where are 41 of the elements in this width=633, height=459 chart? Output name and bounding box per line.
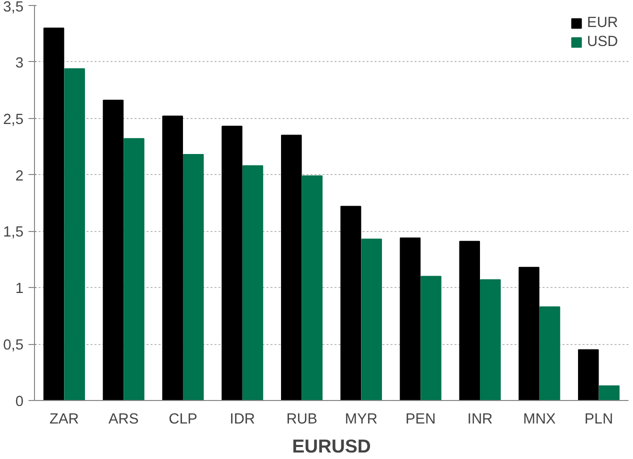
x-tick-label: MNX: [523, 412, 556, 428]
bar: [302, 175, 323, 400]
bar: [420, 276, 442, 400]
bar: [578, 349, 599, 400]
x-tick-label: ARS: [108, 412, 139, 428]
y-tick-label: 1,5: [3, 224, 24, 241]
x-axis-title: EURUSD: [292, 436, 371, 456]
x-tick-label: INR: [467, 412, 493, 428]
y-tick-label: 2,5: [3, 112, 24, 128]
bar: [480, 279, 501, 400]
bar: [281, 134, 302, 400]
bar: [124, 138, 144, 400]
x-tick-label: MYR: [344, 412, 378, 428]
bar: [162, 116, 183, 400]
y-tick-label: 1: [15, 281, 24, 298]
x-tick-label: RUB: [286, 412, 318, 428]
y-tick-label: 3: [15, 55, 24, 72]
x-tick-label: PLN: [584, 412, 614, 428]
bar: [361, 238, 382, 400]
bar: [183, 154, 204, 400]
legend-label: EUR: [587, 15, 618, 31]
y-tick-label: 0,5: [3, 338, 24, 354]
x-tick-label: ZAR: [50, 412, 79, 428]
bar: [43, 28, 64, 400]
bar: [102, 100, 124, 400]
bar: [340, 206, 362, 400]
y-tick-label: 2: [15, 168, 24, 184]
y-tick-label: 0: [15, 394, 24, 410]
bar: [518, 266, 540, 400]
bar: [242, 165, 264, 400]
bar: [459, 240, 480, 400]
bar: [400, 237, 421, 400]
x-tick-label: IDR: [230, 412, 256, 428]
bar: [64, 68, 85, 400]
x-tick-label: PEN: [406, 412, 436, 428]
bar: [539, 306, 560, 400]
legend-label: USD: [587, 34, 618, 50]
bar: [222, 126, 242, 400]
bar: [598, 385, 620, 400]
y-tick-label: 3,5: [3, 0, 24, 16]
x-tick-label: CLP: [168, 412, 198, 428]
